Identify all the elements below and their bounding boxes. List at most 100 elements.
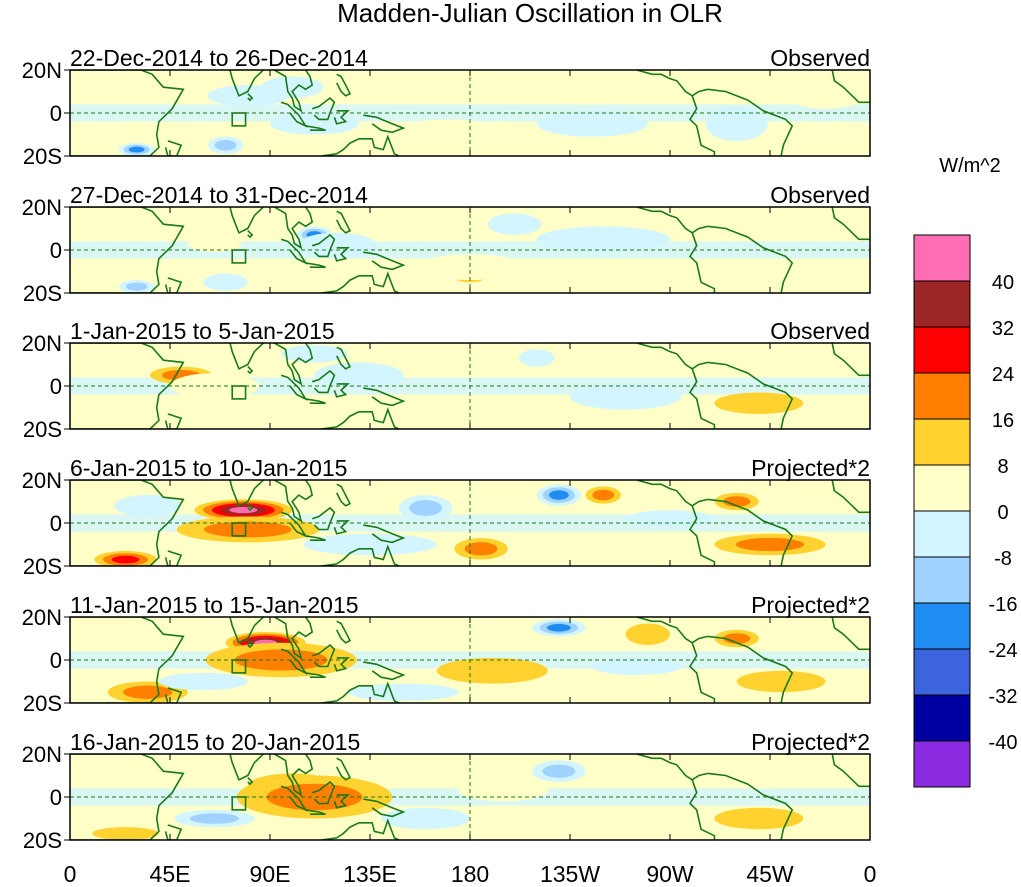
coastline (636, 754, 708, 781)
coastline (363, 798, 406, 818)
coastline (164, 413, 183, 429)
olr-anomaly (358, 207, 448, 229)
lon-tick-label: 45W (746, 861, 794, 887)
panel-label: Projected*2 (751, 455, 870, 481)
coastline (305, 262, 326, 268)
coastline (164, 824, 183, 840)
coastline (70, 617, 185, 703)
olr-anomaly (714, 392, 804, 414)
coastline (194, 207, 265, 234)
colorbar-swatch (913, 280, 971, 328)
colorbar-swatch (913, 556, 971, 604)
coastline (194, 480, 265, 507)
coastline (707, 88, 794, 156)
coastline (164, 277, 183, 293)
olr-anomaly (214, 139, 237, 151)
coastline (831, 343, 870, 377)
lat-tick-label: 20S (23, 554, 62, 579)
colorbar-level-label: 40 (992, 272, 1014, 294)
olr-anomaly (625, 623, 670, 645)
olr-anomaly (536, 110, 648, 137)
olr-anomaly (592, 657, 682, 676)
coastline (305, 672, 326, 678)
colorbar-swatch (913, 234, 971, 282)
coastline (280, 238, 308, 265)
olr-anomaly (518, 349, 555, 367)
olr-anomaly (125, 282, 148, 291)
lat-tick-label: 0 (50, 785, 62, 810)
lat-tick-label: 0 (50, 238, 62, 263)
coastline (333, 520, 350, 535)
olr-anomaly (487, 213, 542, 235)
olr-anomaly (296, 232, 377, 259)
olr-anomaly (547, 623, 571, 632)
coastline (274, 207, 314, 250)
lat-tick-label: 20N (22, 331, 62, 356)
colorbar-level-label: 16 (992, 410, 1014, 432)
coastline (311, 643, 336, 668)
panel-label: Projected*2 (751, 592, 870, 618)
x-axis: 0 45E 90E 135E 180 135W 90W 45W 0 (64, 861, 877, 887)
coastline (335, 210, 352, 234)
panel-date: 1-Jan-2015 to 5-Jan-2015 (70, 318, 335, 344)
coastline (363, 661, 406, 681)
olr-anomaly (187, 234, 242, 253)
olr-anomaly (714, 807, 804, 830)
coastline (320, 271, 400, 293)
lat-tick-label: 20S (23, 691, 62, 716)
coastline (280, 511, 308, 538)
olr-anomaly (347, 683, 459, 701)
lat-tick-label: 20S (23, 144, 62, 169)
panel-label: Observed (770, 182, 870, 208)
lon-tick-label: 90E (250, 861, 291, 887)
colorbar-level-label: 32 (992, 318, 1014, 340)
coastline (688, 232, 716, 293)
panel-date: 22-Dec-2014 to 26-Dec-2014 (70, 45, 368, 71)
panel-label: Projected*2 (751, 729, 870, 755)
colorbar-level-label: -24 (989, 640, 1018, 662)
coastline (320, 134, 400, 156)
coastline (688, 505, 716, 566)
olr-anomaly (158, 672, 248, 691)
figure-title: Madden-Julian Oscillation in OLR (337, 0, 723, 28)
coastline (247, 230, 254, 239)
coastline (311, 233, 336, 258)
olr-anomaly (92, 827, 159, 840)
coastline (707, 361, 794, 429)
lon-tick-label: 135E (343, 861, 397, 887)
panel-date: 6-Jan-2015 to 10-Jan-2015 (70, 455, 347, 481)
coastline (273, 754, 314, 797)
coastline (333, 247, 350, 262)
olr-anomaly (281, 345, 348, 363)
coastline (70, 207, 185, 293)
coastline (274, 480, 314, 523)
reference-box (231, 522, 247, 537)
coastline (194, 617, 265, 644)
coastline (247, 640, 254, 649)
colorbar-level-label: -16 (989, 594, 1018, 616)
lat-tick-label: 20S (23, 828, 62, 853)
coastline (70, 754, 185, 840)
coastline (636, 70, 708, 97)
coastline (363, 387, 406, 407)
coastline (688, 368, 716, 429)
coastline (636, 480, 708, 507)
coastline (273, 617, 314, 660)
colorbar-level-label: -32 (989, 686, 1018, 708)
lat-tick-label: 0 (50, 648, 62, 673)
coastline (305, 809, 326, 815)
coastline (335, 73, 352, 97)
olr-anomaly (403, 119, 493, 137)
coastline (335, 620, 352, 644)
coastline (305, 535, 326, 541)
coastline (164, 687, 183, 703)
olr-anomaly (458, 78, 570, 105)
coastline (247, 93, 254, 102)
colorbar-swatch (913, 418, 971, 466)
olr-anomaly (81, 405, 148, 427)
colorbar-swatch (913, 326, 971, 374)
coastline (274, 343, 314, 386)
olr-anomaly (536, 226, 670, 253)
colorbar-level-label: 8 (997, 456, 1008, 478)
colorbar-swatch (913, 372, 971, 420)
